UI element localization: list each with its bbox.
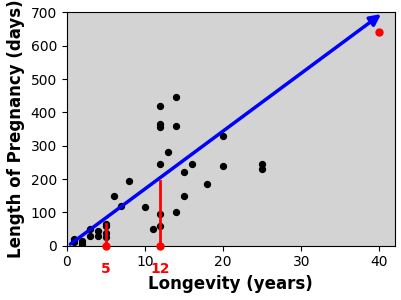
Point (87, 227, 93, 232)
Text: 5: 5 (101, 262, 110, 276)
Point (258, 167, 265, 172)
Point (79, 238, 85, 243)
Point (87, 233, 93, 238)
Point (149, 227, 156, 232)
Point (165, 150, 171, 155)
Point (172, 123, 179, 128)
Point (102, 224, 109, 228)
Point (188, 162, 194, 167)
Text: 12: 12 (150, 262, 170, 276)
Point (157, 125, 163, 130)
Point (375, 30, 382, 35)
Point (79, 242, 85, 247)
Point (219, 164, 226, 168)
Point (157, 103, 163, 108)
Point (219, 134, 226, 138)
Point (102, 243, 109, 248)
Point (258, 162, 265, 167)
Point (118, 203, 124, 208)
Point (102, 222, 109, 226)
Point (172, 95, 179, 100)
Point (141, 205, 148, 210)
Y-axis label: Length of Pregnancy (days): Length of Pregnancy (days) (7, 0, 25, 258)
X-axis label: Longevity (years): Longevity (years) (148, 275, 312, 293)
Point (94, 228, 101, 233)
Point (157, 243, 163, 248)
Point (157, 212, 163, 217)
Point (157, 224, 163, 228)
Point (71, 240, 77, 245)
Point (110, 194, 116, 198)
Point (94, 233, 101, 238)
Point (102, 235, 109, 240)
Point (71, 237, 77, 242)
Point (180, 194, 186, 198)
Point (126, 178, 132, 183)
Point (172, 210, 179, 215)
Point (157, 162, 163, 167)
Point (102, 231, 109, 236)
Point (180, 170, 186, 175)
Point (157, 122, 163, 127)
Point (204, 182, 210, 187)
